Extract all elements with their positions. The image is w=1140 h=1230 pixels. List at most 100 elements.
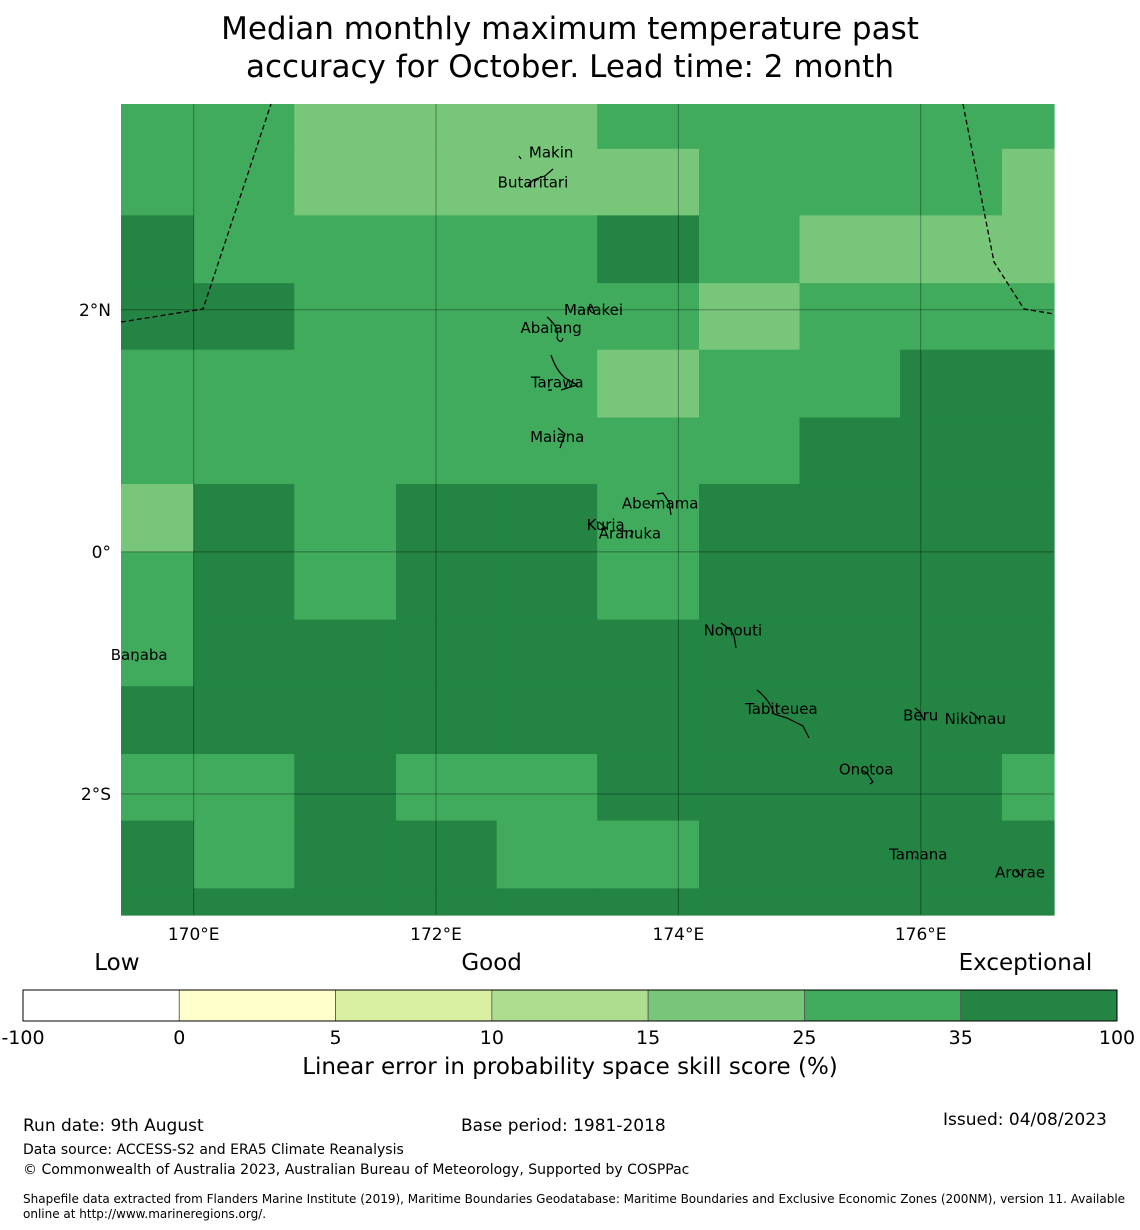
grid-cell (900, 484, 1003, 553)
grid-cell (121, 888, 195, 916)
grid-cell (396, 417, 498, 485)
grid-cell (294, 349, 397, 419)
grid-cell (496, 754, 598, 822)
grid-cell (294, 417, 397, 485)
grid-cell (1001, 215, 1055, 284)
run-date: Run date: 9th August (23, 1116, 204, 1136)
shapefile-credit: Shapefile data extracted from Flanders M… (23, 1192, 1126, 1221)
colorbar-bin (491, 989, 649, 1022)
longitude-tick-label: 176°E (895, 925, 947, 945)
grid-cell (698, 619, 801, 687)
grid-cell (900, 820, 1003, 889)
island-label-nikunau: Nikunau (945, 710, 1006, 728)
island-abaiang-shape (546, 316, 564, 343)
island-abemama-shape (649, 492, 672, 516)
island-label-butaritari: Butaritari (498, 174, 569, 192)
grid-cell (1001, 104, 1055, 150)
copyright-notice: © Commonwealth of Australia 2023, Austra… (23, 1162, 690, 1178)
grid-cell (900, 686, 1003, 755)
grid-cell (396, 215, 498, 284)
grid-cell (193, 820, 295, 889)
grid-cell (294, 283, 397, 351)
grid-cell (1001, 148, 1055, 216)
latitude-tick-label: 2°N (79, 301, 111, 321)
island-maiana-shape (557, 427, 566, 449)
grid-cell (121, 349, 195, 419)
colorbar-category-good: Good (461, 950, 522, 976)
grid-cell (193, 148, 295, 216)
base-period: Base period: 1981-2018 (461, 1116, 666, 1136)
grid-cell (496, 888, 598, 916)
grid-cell (396, 820, 498, 889)
island-label-maiana: Maiana (530, 428, 584, 446)
grid-cell (698, 754, 801, 822)
grid-cell (121, 148, 195, 216)
skill-grid (121, 104, 1055, 916)
grid-cell (496, 104, 598, 150)
grid-cell (698, 551, 801, 621)
grid-cell (597, 820, 700, 889)
island-label-abemama: Abemama (622, 494, 699, 512)
grid-cell (294, 888, 397, 916)
island-label-marakei: Marakei (564, 301, 623, 319)
island-nonouti-shape (720, 622, 737, 649)
grid-cell (1001, 551, 1055, 621)
colorbar-bin (960, 989, 1118, 1022)
grid-cell (597, 148, 700, 216)
island-shapes (134, 155, 1023, 877)
grid-cell (193, 888, 295, 916)
grid-cell (294, 215, 397, 284)
grid-cell (900, 417, 1003, 485)
grid-cell (799, 104, 901, 150)
grid-cell (698, 484, 801, 553)
grid-cell (121, 686, 195, 755)
colorbar-bin (335, 989, 493, 1022)
grid-cell (597, 104, 700, 150)
grid-cell (799, 686, 901, 755)
island-onotoa-shape (860, 769, 874, 785)
eez-boundary-east (962, 103, 1055, 315)
grid-cell (799, 484, 901, 553)
grid-cell (294, 148, 397, 216)
grid-cell (799, 417, 901, 485)
longitude-tick-label: 174°E (653, 925, 705, 945)
grid-cell (900, 283, 1003, 351)
grid-cell (900, 349, 1003, 419)
grid-cell (1001, 417, 1055, 485)
colorbar-tick-label: 15 (636, 1027, 660, 1049)
island-label-banaba: Banaba (111, 646, 168, 664)
grid-cell (1001, 484, 1055, 553)
grid-cell (193, 104, 295, 150)
grid-cell (396, 888, 498, 916)
grid-cell (597, 215, 700, 284)
grid-cell (193, 551, 295, 621)
grid-cell (396, 283, 498, 351)
grid-cell (597, 551, 700, 621)
grid-cell (121, 104, 195, 150)
longitude-tick-label: 172°E (410, 925, 462, 945)
grid-cell (799, 820, 901, 889)
colorbar-category-exceptional: Exceptional (958, 950, 1093, 976)
grid-cell (1001, 349, 1055, 419)
island-label-arorae: Arorae (995, 864, 1045, 882)
grid-cell (799, 888, 901, 916)
grid-cell (1001, 619, 1055, 687)
grid-cell (698, 686, 801, 755)
grid-cell (698, 820, 801, 889)
issued-date: Issued: 04/08/2023 (943, 1110, 1107, 1130)
grid-cell (121, 417, 195, 485)
colorbar-tick-label: 0 (173, 1027, 185, 1049)
grid-cell (799, 349, 901, 419)
island-tamana-shape (914, 856, 918, 859)
colorbar-tick-label: 5 (330, 1027, 342, 1049)
colorbar-bin (804, 989, 962, 1022)
grid-cell (597, 619, 700, 687)
grid-cell (698, 888, 801, 916)
grid-cell (121, 551, 195, 621)
grid-cell (193, 484, 295, 553)
grid-cell (496, 686, 598, 755)
colorbar-tick-label: -100 (1, 1027, 44, 1049)
grid-cell (1001, 820, 1055, 889)
grid-cell (799, 215, 901, 284)
